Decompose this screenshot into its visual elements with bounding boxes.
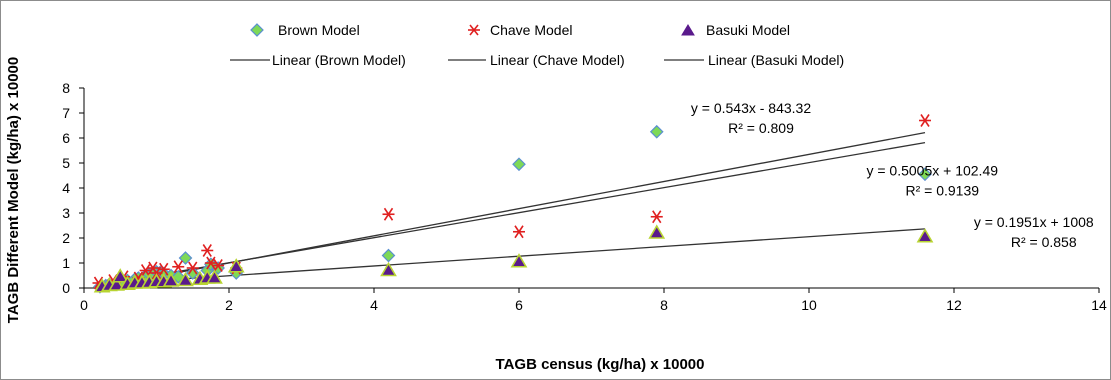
y-tick-label: 8: [62, 80, 70, 96]
legend-item-linear-chave: Linear (Chave Model): [448, 52, 625, 68]
data-points: [92, 114, 934, 294]
legend: Brown Model Chave Model Basuki Model Lin…: [230, 22, 844, 68]
trendline-equations: y = 0.543x - 843.32 R² = 0.809 y = 0.5005x…: [691, 100, 1094, 250]
y-tick-label: 3: [62, 205, 70, 221]
legend-label-linear-brown: Linear (Brown Model): [272, 52, 406, 68]
point-chave-model: [139, 264, 152, 277]
legend-marker-chave-model: [468, 24, 480, 36]
point-chave-model: [204, 256, 217, 270]
legend-item-basuki-model: Basuki Model: [681, 22, 790, 38]
x-tick-label: 2: [225, 297, 233, 313]
point-chave-model: [157, 262, 170, 276]
trendline-equation: y = 0.5005x + 102.49: [866, 163, 998, 179]
trendline-equation: y = 0.543x - 843.32: [691, 100, 811, 116]
legend-label-linear-basuki: Linear (Basuki Model): [708, 52, 844, 68]
y-tick-label: 0: [62, 280, 70, 296]
legend-label-basuki-model: Basuki Model: [706, 22, 790, 38]
legend-item-linear-basuki: Linear (Basuki Model): [664, 52, 844, 68]
trendline-1: [98, 131, 926, 288]
point-chave-model: [513, 225, 525, 239]
legend-item-brown-model: Brown Model: [250, 22, 360, 38]
point-chave-model: [186, 261, 199, 275]
trendline-equation: y = 0.1951x + 1008: [974, 214, 1094, 230]
x-tick-label: 8: [660, 297, 668, 313]
point-basuki-model: [162, 272, 180, 287]
legend-item-chave-model: Chave Model: [468, 22, 573, 38]
x-tick-label: 0: [80, 297, 88, 313]
legend-label-linear-chave: Linear (Chave Model): [490, 52, 625, 68]
point-brown-model: [649, 124, 664, 139]
point-chave-model: [201, 244, 214, 257]
point-basuki-model: [108, 276, 126, 291]
trendlines: [98, 131, 926, 288]
legend-item-linear-brown: Linear (Brown Model): [230, 52, 406, 68]
y-tick-label: 2: [62, 230, 70, 246]
point-basuki-model: [177, 271, 194, 287]
point-basuki-model: [111, 268, 129, 283]
point-chave-model: [382, 207, 395, 221]
point-basuki-model: [227, 258, 245, 273]
y-tick-label: 1: [62, 255, 70, 271]
point-brown-model: [381, 248, 396, 263]
point-basuki-model: [916, 228, 934, 243]
legend-label-brown-model: Brown Model: [278, 22, 360, 38]
legend-label-chave-model: Chave Model: [490, 22, 573, 38]
point-chave-model: [212, 259, 225, 272]
point-brown-model: [918, 167, 932, 182]
point-brown-model: [512, 157, 526, 172]
y-tick-label: 5: [62, 155, 70, 171]
legend-marker-brown-model: [250, 23, 264, 37]
point-chave-model: [172, 260, 185, 274]
trendline-r-squared: R² = 0.809: [728, 120, 794, 136]
trendline-r-squared: R² = 0.858: [1011, 234, 1077, 250]
y-tick-label: 6: [62, 130, 70, 146]
x-tick-label: 10: [801, 297, 817, 313]
x-axis-title: TAGB census (kg/ha) x 10000: [496, 356, 705, 373]
point-chave-model: [650, 210, 663, 224]
legend-marker-basuki-model: [681, 24, 695, 36]
x-tick-label: 4: [370, 297, 378, 313]
point-chave-model: [919, 114, 931, 127]
point-basuki-model: [380, 261, 397, 277]
point-brown-model: [185, 266, 200, 280]
point-basuki-model: [510, 253, 528, 268]
x-tick-label: 12: [946, 297, 962, 313]
y-tick-label: 4: [62, 180, 70, 196]
y-tick-label: 7: [62, 105, 70, 121]
y-axis-title: TAGB Different Model (kg/ha) x 10000: [5, 57, 22, 323]
x-tick-label: 6: [515, 297, 523, 313]
point-basuki-model: [648, 224, 666, 239]
trendline-r-squared: R² = 0.9139: [905, 183, 979, 199]
trendline-2: [98, 228, 926, 286]
point-basuki-model: [206, 269, 223, 284]
x-tick-label: 14: [1091, 297, 1107, 313]
